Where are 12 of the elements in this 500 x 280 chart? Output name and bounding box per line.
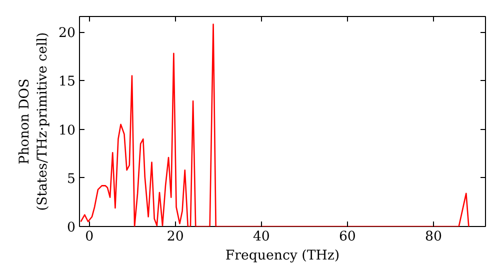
- x-axis-title: Frequency (THz): [225, 248, 340, 264]
- y-axis-title: Phonon DOS (States/THz·primitive cell): [18, 32, 51, 211]
- x-tick-label: 80: [424, 230, 442, 244]
- x-tick-label: 60: [338, 230, 356, 244]
- x-tick-label: 0: [85, 230, 94, 244]
- x-tick-label: 20: [166, 230, 184, 244]
- y-tick-label: 5: [67, 172, 76, 187]
- y-tick-label: 15: [58, 74, 76, 90]
- y-tick-label: 20: [58, 26, 76, 42]
- line-series: [80, 24, 470, 226]
- y-tick-label: 10: [58, 123, 76, 138]
- x-tick-label: 40: [252, 230, 270, 244]
